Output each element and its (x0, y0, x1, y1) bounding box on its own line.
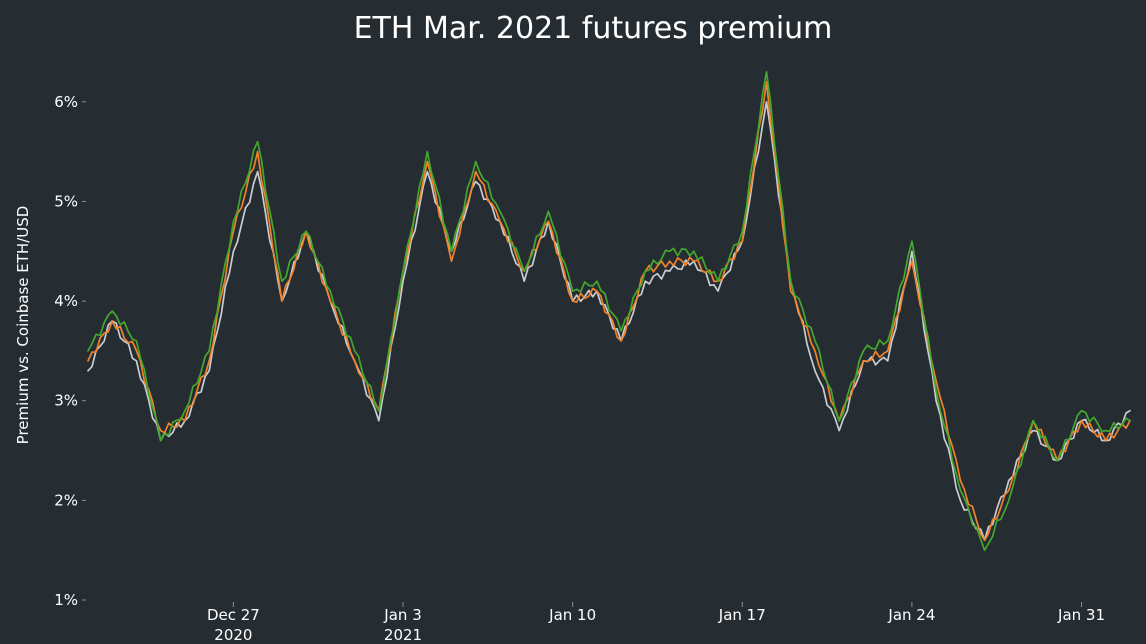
y-tick-label: 2% (54, 491, 78, 509)
x-tick-label: Jan 10 (548, 606, 596, 624)
y-tick-label: 1% (54, 591, 78, 609)
series-line-3 (87, 71, 1131, 552)
y-tick-label: 6% (54, 93, 78, 111)
x-tick-label: Jan 17 (718, 606, 766, 624)
x-tick-year-label: 2021 (384, 626, 422, 644)
y-axis-label: Premium vs. Coinbase ETH/USD (14, 206, 32, 445)
y-tick-label: 5% (54, 192, 78, 210)
x-tick-label: Jan 24 (887, 606, 935, 624)
x-tick-label: Dec 27 (207, 606, 260, 624)
series-line-2 (87, 81, 1131, 542)
x-tick-label: Jan 3 (383, 606, 421, 624)
x-axis: Dec 27 2020 Jan 3 2021 Jan 10 Jan 17 Jan 24 Jan… (207, 602, 1105, 644)
series-layer (87, 71, 1131, 552)
y-tick-label: 3% (54, 392, 78, 410)
chart-title: ETH Mar. 2021 futures premium (354, 11, 833, 46)
x-tick-year-label: 2020 (214, 626, 252, 644)
y-tick-label: 4% (54, 292, 78, 310)
x-tick-label: Jan 31 (1057, 606, 1105, 624)
y-axis: 1% 2% 3% 4% 5% 6% (54, 93, 86, 609)
